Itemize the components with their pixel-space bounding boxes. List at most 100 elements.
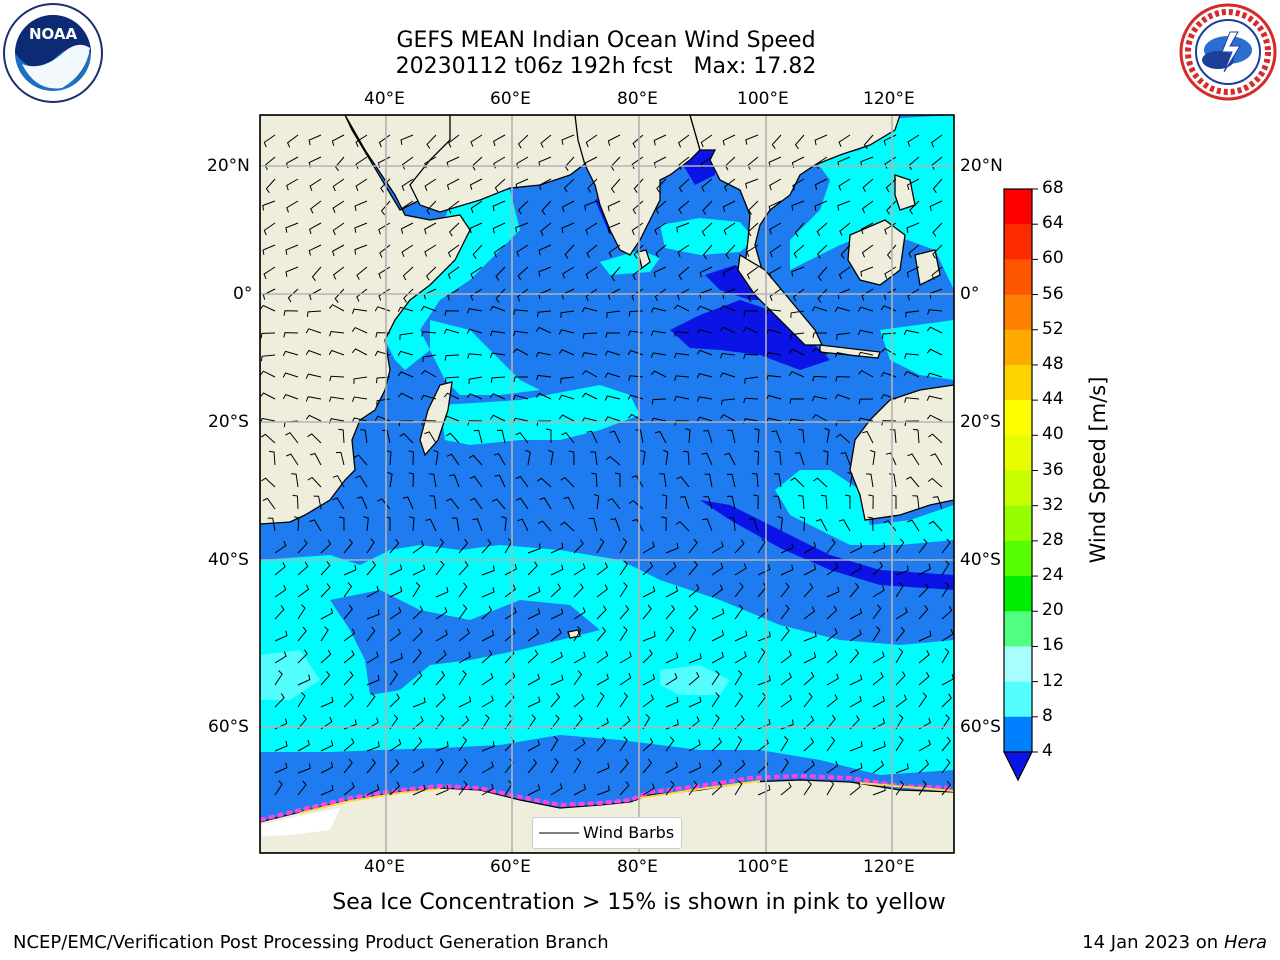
wind-barb	[458, 582, 468, 598]
wind-barb	[605, 455, 621, 466]
wind-barb	[285, 266, 299, 277]
legend-label: Wind Barbs	[583, 823, 675, 842]
wind-barb	[558, 349, 575, 356]
wind-barb	[397, 392, 414, 400]
wind-barb	[734, 651, 747, 664]
wind-barb	[444, 376, 460, 383]
wind-barb	[654, 430, 667, 444]
wind-barb	[608, 244, 621, 258]
wind-barb	[262, 288, 276, 300]
wind-barb	[905, 310, 920, 318]
wind-barb	[458, 604, 468, 620]
wind-barb	[812, 332, 827, 338]
footer-timestamp: 14 Jan 2023 on Hera	[1082, 932, 1267, 953]
wind-barb	[872, 785, 886, 796]
wind-barb	[665, 697, 679, 708]
wind-barb	[812, 347, 828, 356]
wind-barb	[332, 475, 345, 488]
wind-barb	[282, 393, 299, 400]
wind-barb	[573, 583, 584, 598]
wind-barb	[607, 288, 621, 300]
wind-barb	[607, 498, 621, 510]
wind-barb	[297, 649, 308, 664]
wind-barb	[420, 305, 437, 312]
wind-barb	[642, 737, 654, 752]
wind-barb	[412, 564, 426, 576]
wind-barb	[297, 692, 306, 708]
colorbar-tick-label: 20	[1042, 600, 1064, 621]
wind-barb	[426, 134, 437, 149]
wind-barb	[581, 417, 598, 423]
lat-label-right-40s: 40°S	[960, 550, 1001, 570]
wind-barb	[725, 244, 736, 259]
wind-barb	[931, 266, 943, 280]
wind-barb	[722, 266, 736, 278]
lon-label-bottom-80e: 80°E	[617, 857, 658, 877]
wind-barb	[642, 758, 653, 774]
wind-barb	[904, 397, 920, 403]
wind-barb	[724, 452, 736, 466]
wind-barb	[297, 739, 310, 752]
wind-barb	[895, 648, 904, 664]
wind-barb	[817, 288, 828, 303]
wind-barb	[792, 178, 805, 191]
wind-barb	[560, 310, 575, 318]
colorbar-tick-label: 52	[1042, 318, 1064, 339]
wind-barb	[734, 736, 743, 752]
wind-barb	[803, 692, 813, 708]
wind-barb	[517, 134, 529, 149]
wind-barb	[292, 494, 299, 510]
wind-barb	[351, 348, 368, 356]
wind-barb	[941, 582, 950, 598]
wind-barb	[564, 244, 575, 259]
wind-barb	[561, 134, 575, 145]
wind-barb	[408, 450, 414, 466]
wind-barb	[447, 244, 460, 258]
wind-barb	[550, 783, 563, 796]
wind-barb	[678, 200, 690, 214]
wind-barb	[633, 244, 644, 259]
wind-barb	[489, 414, 506, 422]
wind-barb	[274, 584, 287, 598]
wind-barb	[642, 631, 656, 642]
wind-barb	[655, 200, 667, 215]
wind-barb	[282, 350, 299, 357]
wind-barb	[447, 266, 460, 280]
wind-barb	[792, 288, 805, 302]
wind-barb	[343, 693, 354, 708]
wind-barb	[688, 780, 698, 796]
wind-barb	[928, 520, 943, 532]
wind-barb	[263, 134, 276, 148]
wind-barb	[941, 758, 951, 774]
lon-label-bottom-60e: 60°E	[490, 857, 531, 877]
wind-barb	[334, 156, 345, 172]
wind-barb	[590, 451, 598, 466]
wind-barb	[412, 582, 421, 598]
wind-barb	[320, 740, 334, 752]
wind-barb	[265, 178, 276, 194]
wind-barb	[788, 348, 805, 356]
wind-barb	[748, 518, 759, 532]
wind-barb	[862, 178, 874, 193]
wind-barb	[849, 542, 863, 554]
wind-barb	[604, 416, 621, 422]
wind-barb	[711, 781, 723, 796]
wind-barb	[909, 200, 920, 215]
wind-barb	[401, 178, 414, 191]
wind-barb	[858, 369, 874, 378]
wind-barb	[504, 607, 517, 620]
colorbar-segment	[1004, 294, 1032, 331]
wind-barb	[297, 584, 310, 598]
wind-barb	[527, 784, 541, 796]
wind-barb	[268, 450, 276, 466]
wind-barb	[343, 538, 353, 554]
wind-barb	[562, 266, 575, 279]
wind-barb	[702, 200, 713, 215]
wind-barb	[728, 516, 736, 532]
wind-barb	[297, 561, 309, 576]
wind-barb	[355, 156, 368, 169]
lon-label-bottom-120e: 120°E	[863, 857, 915, 877]
wind-barb	[320, 539, 332, 554]
wind-barb	[803, 737, 815, 752]
wind-barb	[653, 266, 667, 278]
